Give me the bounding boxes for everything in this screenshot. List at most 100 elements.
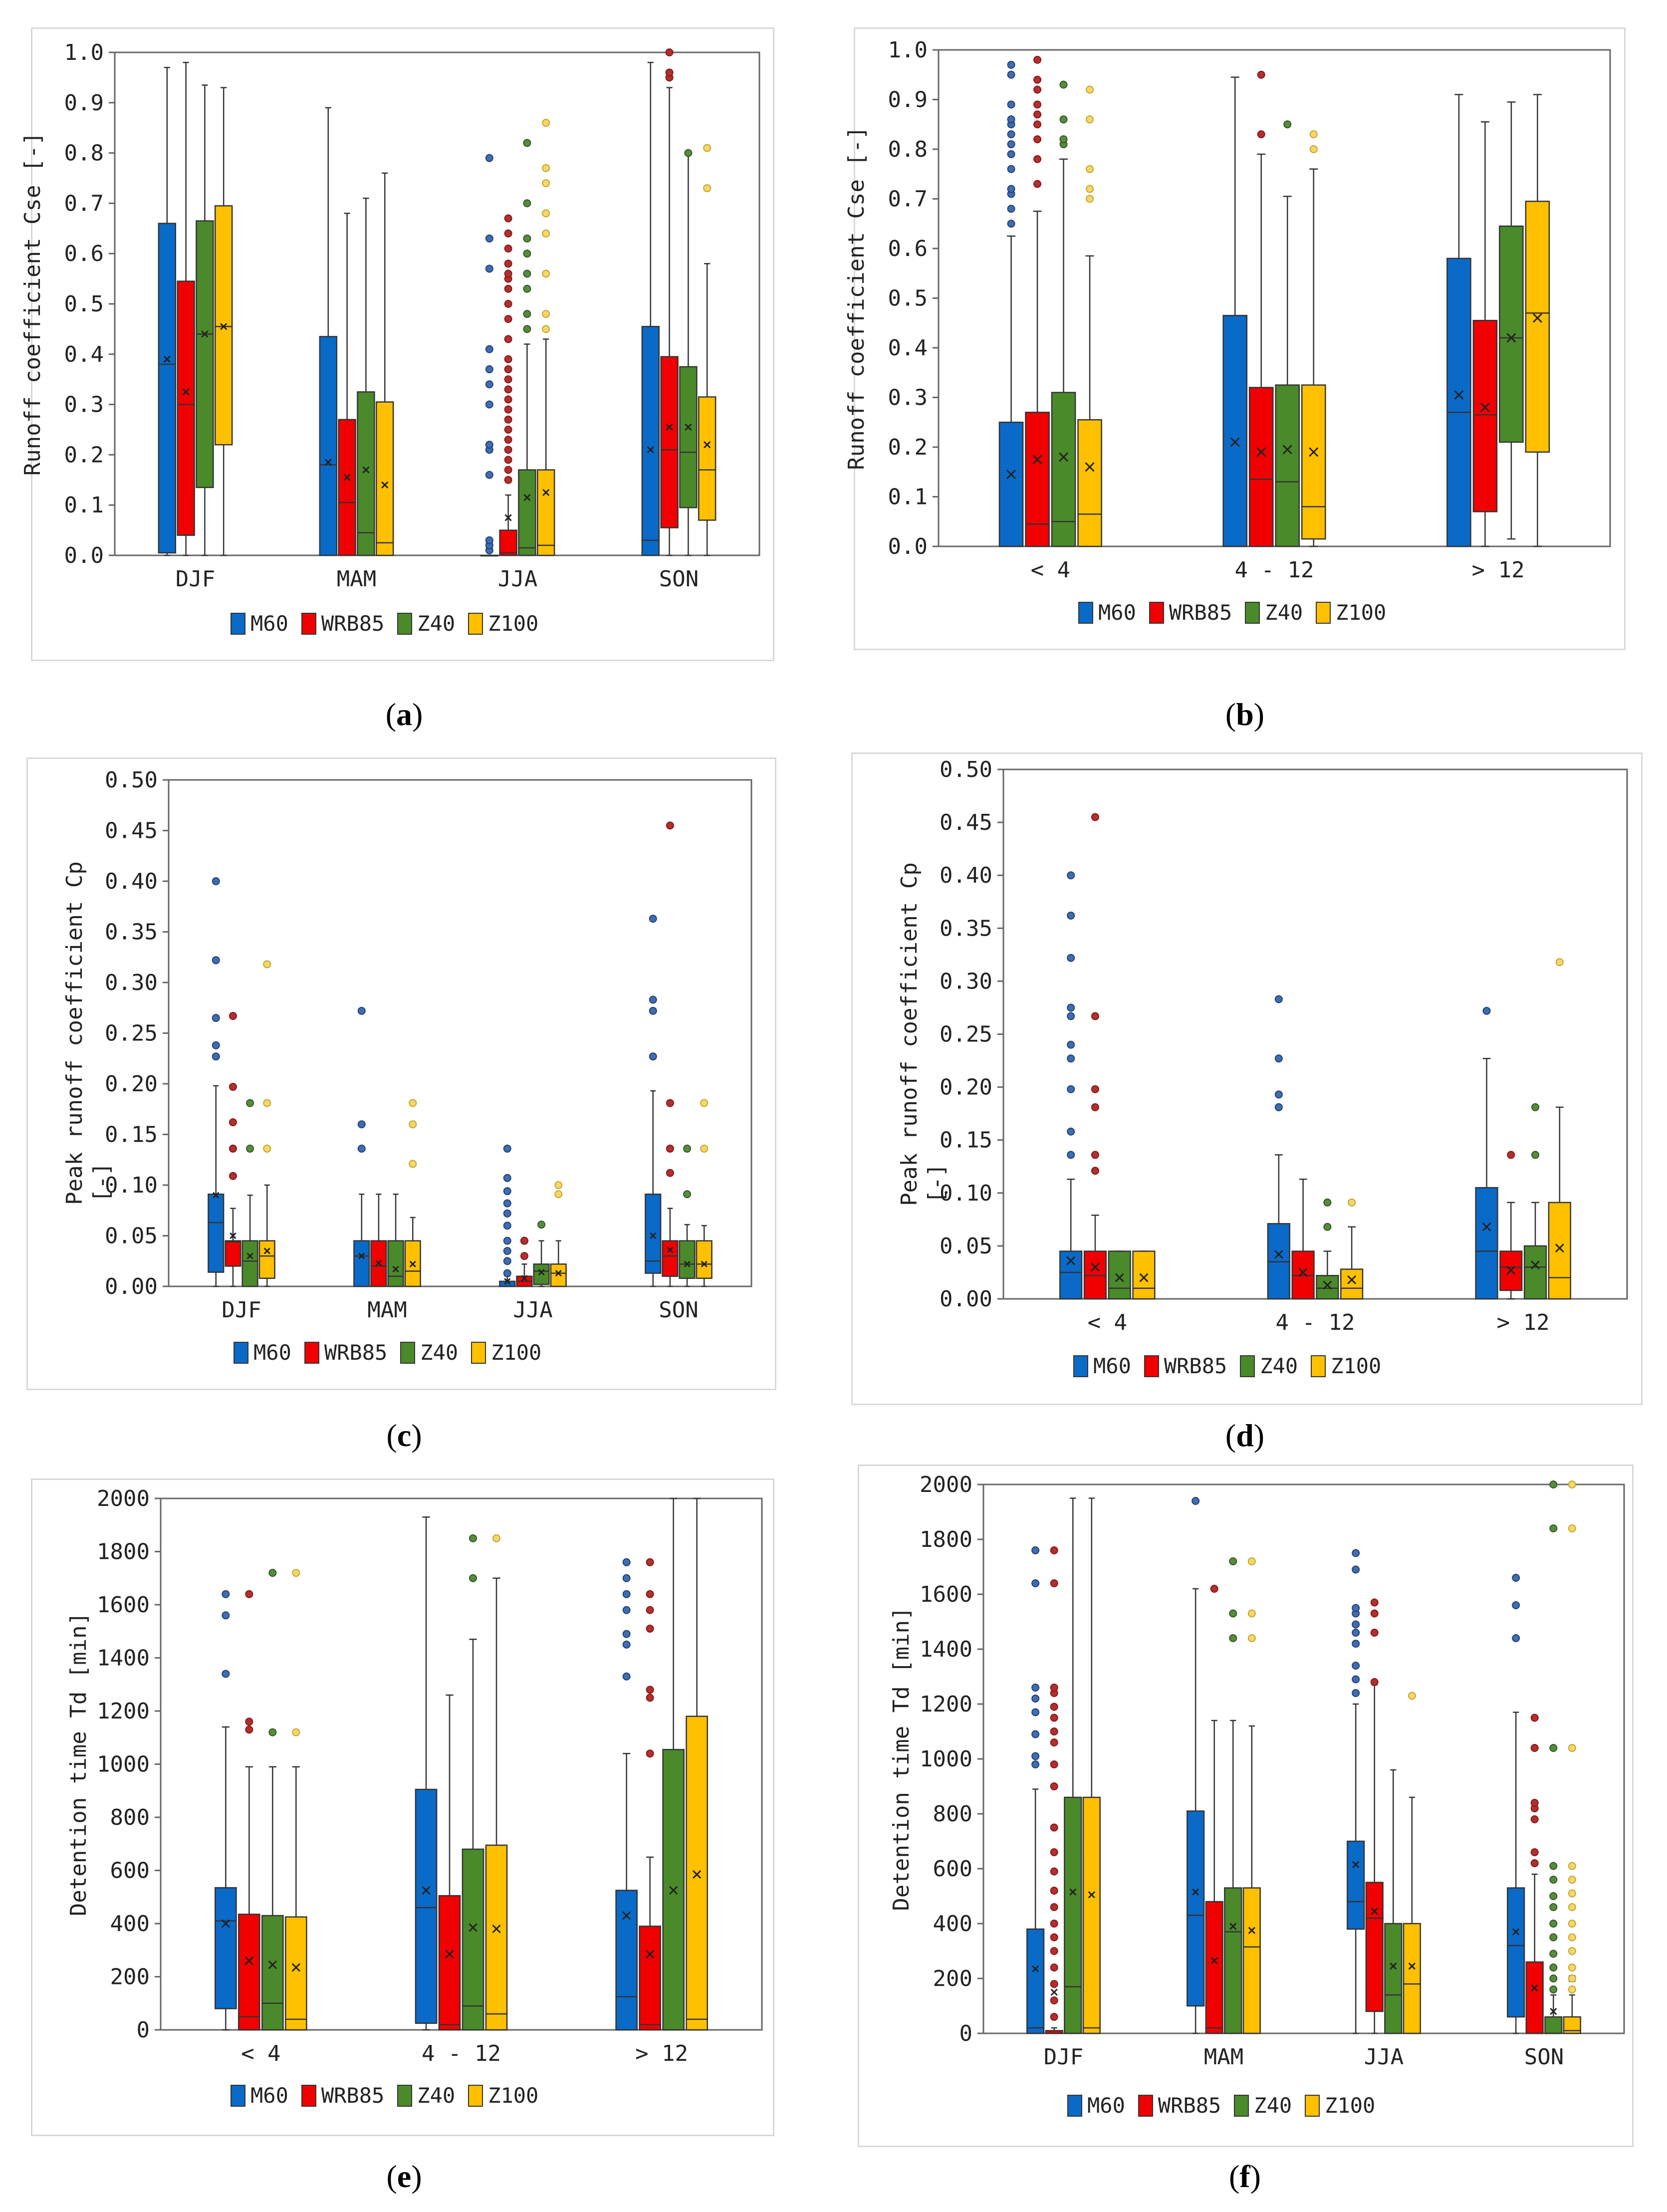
y-tick-label: 0.3 [64, 392, 104, 418]
outlier-point [485, 154, 493, 162]
legend-label: WRB85 [321, 2083, 385, 2108]
box-mean-marker [392, 1265, 399, 1273]
outlier-point [1530, 1848, 1539, 1856]
legend-label: WRB85 [324, 1340, 388, 1365]
y-tick-label: 0.7 [64, 191, 104, 216]
box-mean-marker [221, 1919, 230, 1928]
outlier-point [504, 436, 512, 444]
outlier-point [504, 446, 512, 454]
legend-label: M60 [250, 2083, 288, 2108]
box-mean-marker [220, 323, 228, 330]
outlier-point [1549, 1950, 1558, 1958]
outlier-point [1549, 1892, 1558, 1900]
box-mean-marker [1298, 1268, 1308, 1277]
outlier-point [245, 1590, 253, 1598]
outlier-point [1309, 145, 1318, 153]
box-mean-marker [647, 446, 654, 454]
legend-swatch-z100 [471, 1341, 486, 1364]
box-m60 [1347, 1840, 1365, 1930]
outlier-point [1050, 1947, 1058, 1955]
outlier-point [1568, 1862, 1576, 1870]
legend-label: M60 [1098, 600, 1136, 625]
box-z40 [241, 1240, 258, 1287]
outlier-point [1050, 1964, 1058, 1971]
chart-panel-c: 0.00 0.05 0.10 0.15 0.20 0.25 0.30 0.35 0.40 0.45… [26, 757, 776, 1390]
outlier-point [1050, 1920, 1058, 1928]
outlier-point [523, 139, 531, 147]
outlier-point [683, 1144, 692, 1153]
legend-label: WRB85 [1169, 600, 1232, 625]
legend-label: Z100 [491, 1340, 542, 1365]
box-mean-marker [358, 1252, 365, 1259]
box-wrb85 [1365, 1882, 1384, 2012]
box-mean-marker [542, 489, 550, 496]
box-m60 [1187, 1810, 1205, 2007]
outlier-point [665, 48, 674, 56]
outlier-point [485, 400, 493, 409]
box-mean-marker [492, 1924, 501, 1934]
box-m60 [641, 326, 660, 556]
x-tick-label: SON [659, 566, 699, 592]
box-z100 [485, 1844, 508, 2031]
outlier-point [1210, 1585, 1218, 1593]
outlier-point [485, 536, 493, 544]
outlier-point [542, 179, 550, 188]
outlier-point [245, 1725, 253, 1734]
outlier-point [485, 441, 493, 449]
legend-swatch-m60 [231, 612, 245, 635]
outlier-point [246, 1099, 254, 1107]
y-tick-label: 0.35 [105, 920, 158, 945]
outlier-point [1050, 2013, 1058, 2021]
outlier-point [523, 284, 531, 293]
legend-swatch-z100 [468, 612, 483, 635]
outlier-point [1352, 1620, 1360, 1629]
panel-caption-a: (a) [385, 697, 423, 732]
box-z100 [698, 396, 716, 521]
box-z100 [1403, 1923, 1421, 2034]
box-z100 [1548, 1202, 1571, 1300]
box-mean-marker [1531, 1260, 1540, 1270]
outlier-point [1257, 70, 1265, 79]
box-mean-marker [622, 1911, 631, 1920]
outlier-point [504, 385, 512, 394]
outlier-point [263, 1099, 271, 1107]
box-mean-marker [163, 355, 171, 363]
legend-label: WRB85 [1164, 1354, 1227, 1378]
box-mean-marker [422, 1886, 431, 1895]
box-m60 [1059, 1250, 1083, 1300]
plot-area [168, 779, 752, 1287]
box-mean-marker [667, 1246, 674, 1253]
x-tick-label: > 12 [1472, 557, 1525, 583]
chart-legend: M60 WRB85 Z40 Z100 [1073, 1354, 1381, 1378]
legend-label: M60 [250, 611, 288, 636]
legend-swatch-wrb85 [1138, 2094, 1153, 2117]
outlier-point [1549, 1524, 1558, 1532]
outlier-point [1568, 1947, 1576, 1955]
outlier-point [1229, 1609, 1237, 1618]
box-wrb85 [177, 280, 195, 536]
outlier-point [1007, 185, 1015, 193]
outlier-point [666, 821, 674, 830]
outlier-point [1067, 1085, 1075, 1093]
y-tick-label: 0.45 [940, 810, 992, 835]
outlier-point [1067, 871, 1075, 880]
outlier-point [554, 1181, 563, 1189]
outlier-point [1007, 130, 1015, 139]
x-tick-label: DJF [222, 1297, 261, 1323]
y-tick-label: 200 [110, 1965, 150, 1990]
outlier-point [1059, 135, 1068, 144]
y-tick-label: 0.05 [105, 1224, 158, 1249]
outlier-point [666, 1144, 674, 1153]
outlier-point [1549, 1933, 1558, 1942]
outlier-point [523, 249, 531, 258]
box-plot-detention-time-duration: 0 200 400 600 800 1000 1200 1400 1600 1800 2000 Det… [66, 1486, 763, 2066]
outlier-point [1050, 1996, 1058, 2004]
box-mean-marker [1032, 1965, 1039, 1972]
outlier-point [1549, 1876, 1558, 1884]
outlier-point [1549, 1985, 1558, 1993]
outlier-point [268, 1728, 277, 1736]
outlier-point [485, 234, 493, 243]
outlier-point [1229, 1557, 1237, 1565]
y-tick-label: 0.10 [105, 1173, 158, 1198]
outlier-point [1059, 80, 1068, 89]
